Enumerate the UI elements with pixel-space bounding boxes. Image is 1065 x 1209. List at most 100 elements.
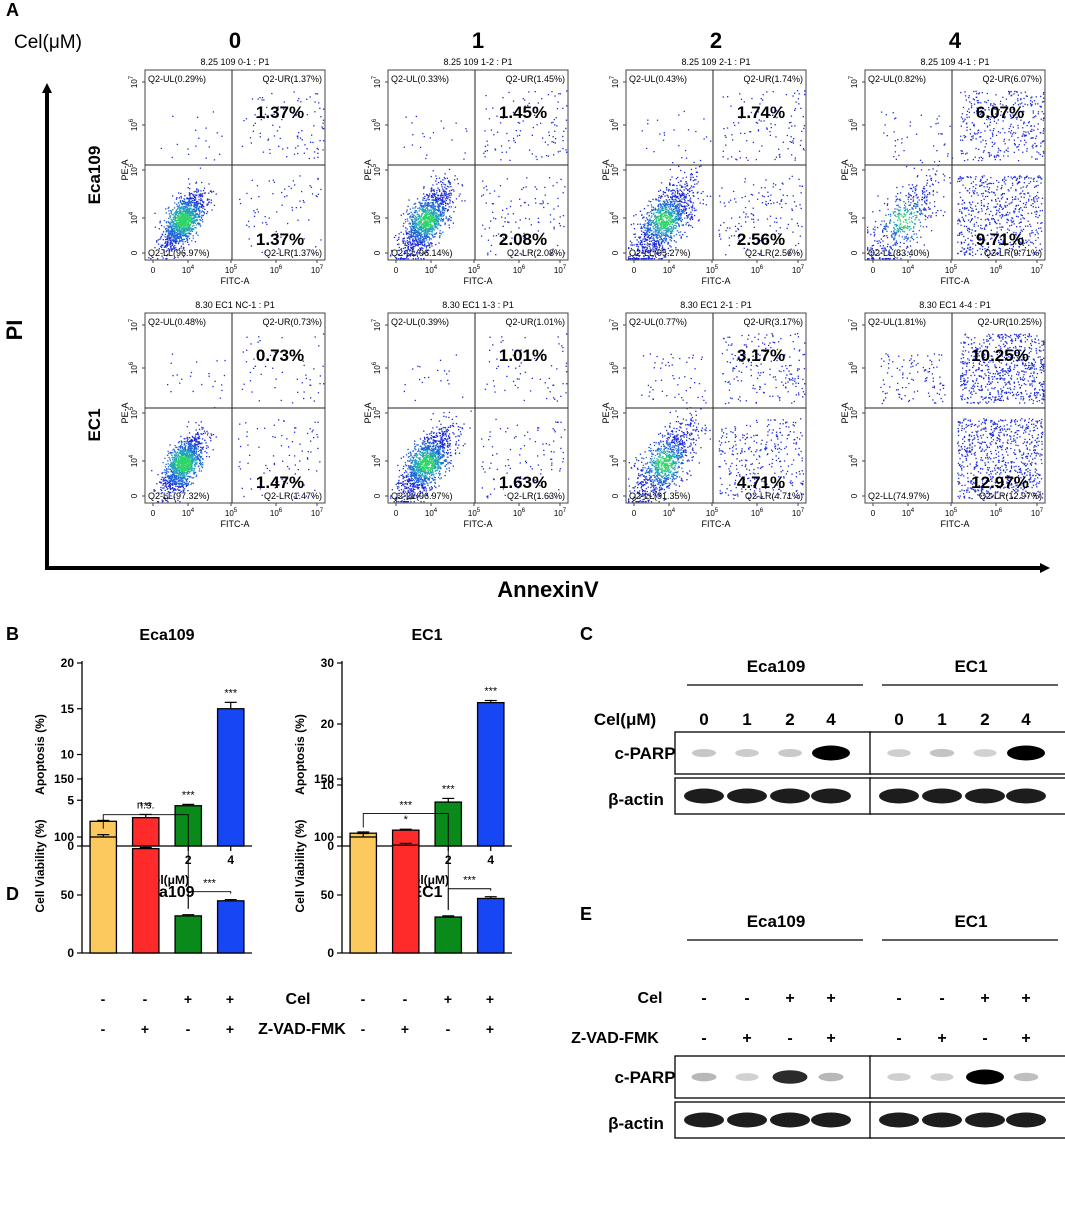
y-tick: 107: [129, 75, 139, 88]
x-tick: 105: [945, 508, 958, 518]
treatment-table-d: - - - - + + + + Cel - - + + - - + + Z-VAD-FMK: [101, 991, 494, 1038]
treatment-sign: +: [1021, 1030, 1030, 1047]
quadrant-ll: Q2-LL(96.97%): [148, 248, 210, 258]
western-blot-c: Eca109 EC1 c-PARP β-actin Cel(μM) 0 1 2 4 0 1 2 4: [594, 657, 1065, 815]
lane-label: 1: [742, 710, 751, 729]
y-axis-label: Cell Viability (%): [293, 819, 307, 912]
quadrant-ur: Q2-UR(1.45%): [505, 74, 565, 84]
actin-band: [922, 1112, 962, 1128]
x-tick: 0: [632, 509, 637, 518]
comparison-bracket: [102, 814, 189, 909]
panel-label-e: E: [580, 904, 592, 924]
x-tick: 106: [751, 265, 764, 275]
flow-plot: 8.25 109 1-2 : P1 Q2-UL(0.33%) Q2-UR(1.45%…: [363, 57, 569, 286]
y-tick-label: 100: [314, 830, 334, 844]
x-tick: 0: [871, 509, 876, 518]
x-tick-label: 4: [487, 853, 494, 867]
x-tick: 0: [394, 266, 399, 275]
y-channel-label: PE-A: [601, 402, 611, 423]
y-tick: 104: [129, 211, 139, 224]
quadrant-ll: Q2-LL(96.97%): [391, 491, 453, 501]
y-tick: 107: [372, 318, 382, 331]
significance-label: n.s.: [137, 799, 155, 811]
x-tick: 104: [182, 508, 195, 518]
blot-band: [1013, 1072, 1039, 1082]
ur-percent: 1.45%: [499, 103, 547, 122]
comparison-label: ***: [203, 878, 217, 890]
blot-band: [929, 748, 955, 758]
actin-band: [811, 788, 851, 804]
y-tick: 105: [610, 163, 620, 176]
blot-band: [818, 1072, 844, 1082]
lane-label: 2: [980, 710, 989, 729]
lr-percent: 4.71%: [737, 473, 785, 492]
y-tick-label: 0: [67, 839, 74, 853]
y-tick: 104: [129, 454, 139, 467]
bar: [131, 816, 160, 847]
x-tick-label: 4: [227, 853, 234, 867]
x-tick: 105: [706, 265, 719, 275]
band-label-actin: β-actin: [608, 1114, 664, 1133]
quadrant-ul: Q2-UL(0.39%): [391, 317, 449, 327]
quadrant-ul: Q2-UL(0.82%): [868, 74, 926, 84]
y-axis-label: Apoptosis (%): [33, 714, 47, 795]
quadrant-ul: Q2-UL(0.43%): [629, 74, 687, 84]
ur-percent: 1.37%: [256, 103, 304, 122]
y-tick: 104: [372, 454, 382, 467]
y-tick: 105: [129, 406, 139, 419]
y-tick: 0: [850, 493, 859, 498]
y-tick-label: 20: [61, 656, 75, 670]
y-tick: 104: [849, 211, 859, 224]
y-tick-label: 30: [321, 656, 335, 670]
x-channel-label: FITC-A: [941, 276, 970, 286]
concentration-header: 4: [949, 28, 962, 53]
y-tick: 0: [611, 493, 620, 498]
treatment-sign: -: [982, 1030, 987, 1047]
x-tick: 104: [663, 508, 676, 518]
y-tick: 106: [129, 361, 139, 374]
treatment-sign: -: [361, 991, 366, 1007]
y-tick: 0: [130, 493, 139, 498]
bar: [131, 847, 160, 954]
x-channel-label: FITC-A: [702, 519, 731, 529]
y-tick-label: 0: [327, 946, 334, 960]
scatter-points: [880, 333, 1045, 500]
y-tick: 0: [373, 493, 382, 498]
x-tick: 0: [871, 266, 876, 275]
lane-label: 0: [894, 710, 903, 729]
actin-band: [811, 1112, 851, 1128]
lane-label: 2: [785, 710, 794, 729]
quadrant-ur: Q2-UR(6.07%): [982, 74, 1042, 84]
concentration-label: Cel(μM): [14, 32, 82, 53]
blot-band: [778, 748, 802, 758]
pi-axis-label: PI: [2, 320, 27, 341]
bar: [434, 916, 463, 954]
y-tick: 0: [850, 250, 859, 255]
y-tick-label: 5: [67, 793, 74, 807]
x-tick: 107: [554, 265, 567, 275]
flow-plot-title: 8.25 109 1-2 : P1: [443, 57, 512, 67]
quadrant-ur: Q2-UR(1.37%): [262, 74, 322, 84]
blot-band: [812, 745, 850, 761]
y-tick: 106: [129, 118, 139, 131]
actin-band: [727, 1112, 767, 1128]
band-label-cparp: c-PARP: [614, 744, 675, 763]
y-tick: 106: [372, 118, 382, 131]
bar: [216, 900, 245, 954]
x-tick: 107: [554, 508, 567, 518]
x-tick: 105: [706, 508, 719, 518]
treatment-sign: -: [446, 1021, 451, 1037]
band-label-cparp: c-PARP: [614, 1068, 675, 1087]
actin-band: [1006, 788, 1046, 804]
x-tick: 104: [425, 265, 438, 275]
actin-band: [1006, 1112, 1046, 1128]
comparison-label: ***: [463, 875, 477, 887]
y-tick-label: 150: [54, 772, 74, 786]
blot-band: [735, 749, 759, 757]
actin-band: [922, 788, 962, 804]
lr-percent: 12.97%: [971, 473, 1029, 492]
blot-band: [1007, 745, 1045, 761]
y-channel-label: PE-A: [363, 402, 373, 423]
conc-label: Cel(μM): [594, 710, 656, 729]
treatment-sign: -: [701, 1030, 706, 1047]
